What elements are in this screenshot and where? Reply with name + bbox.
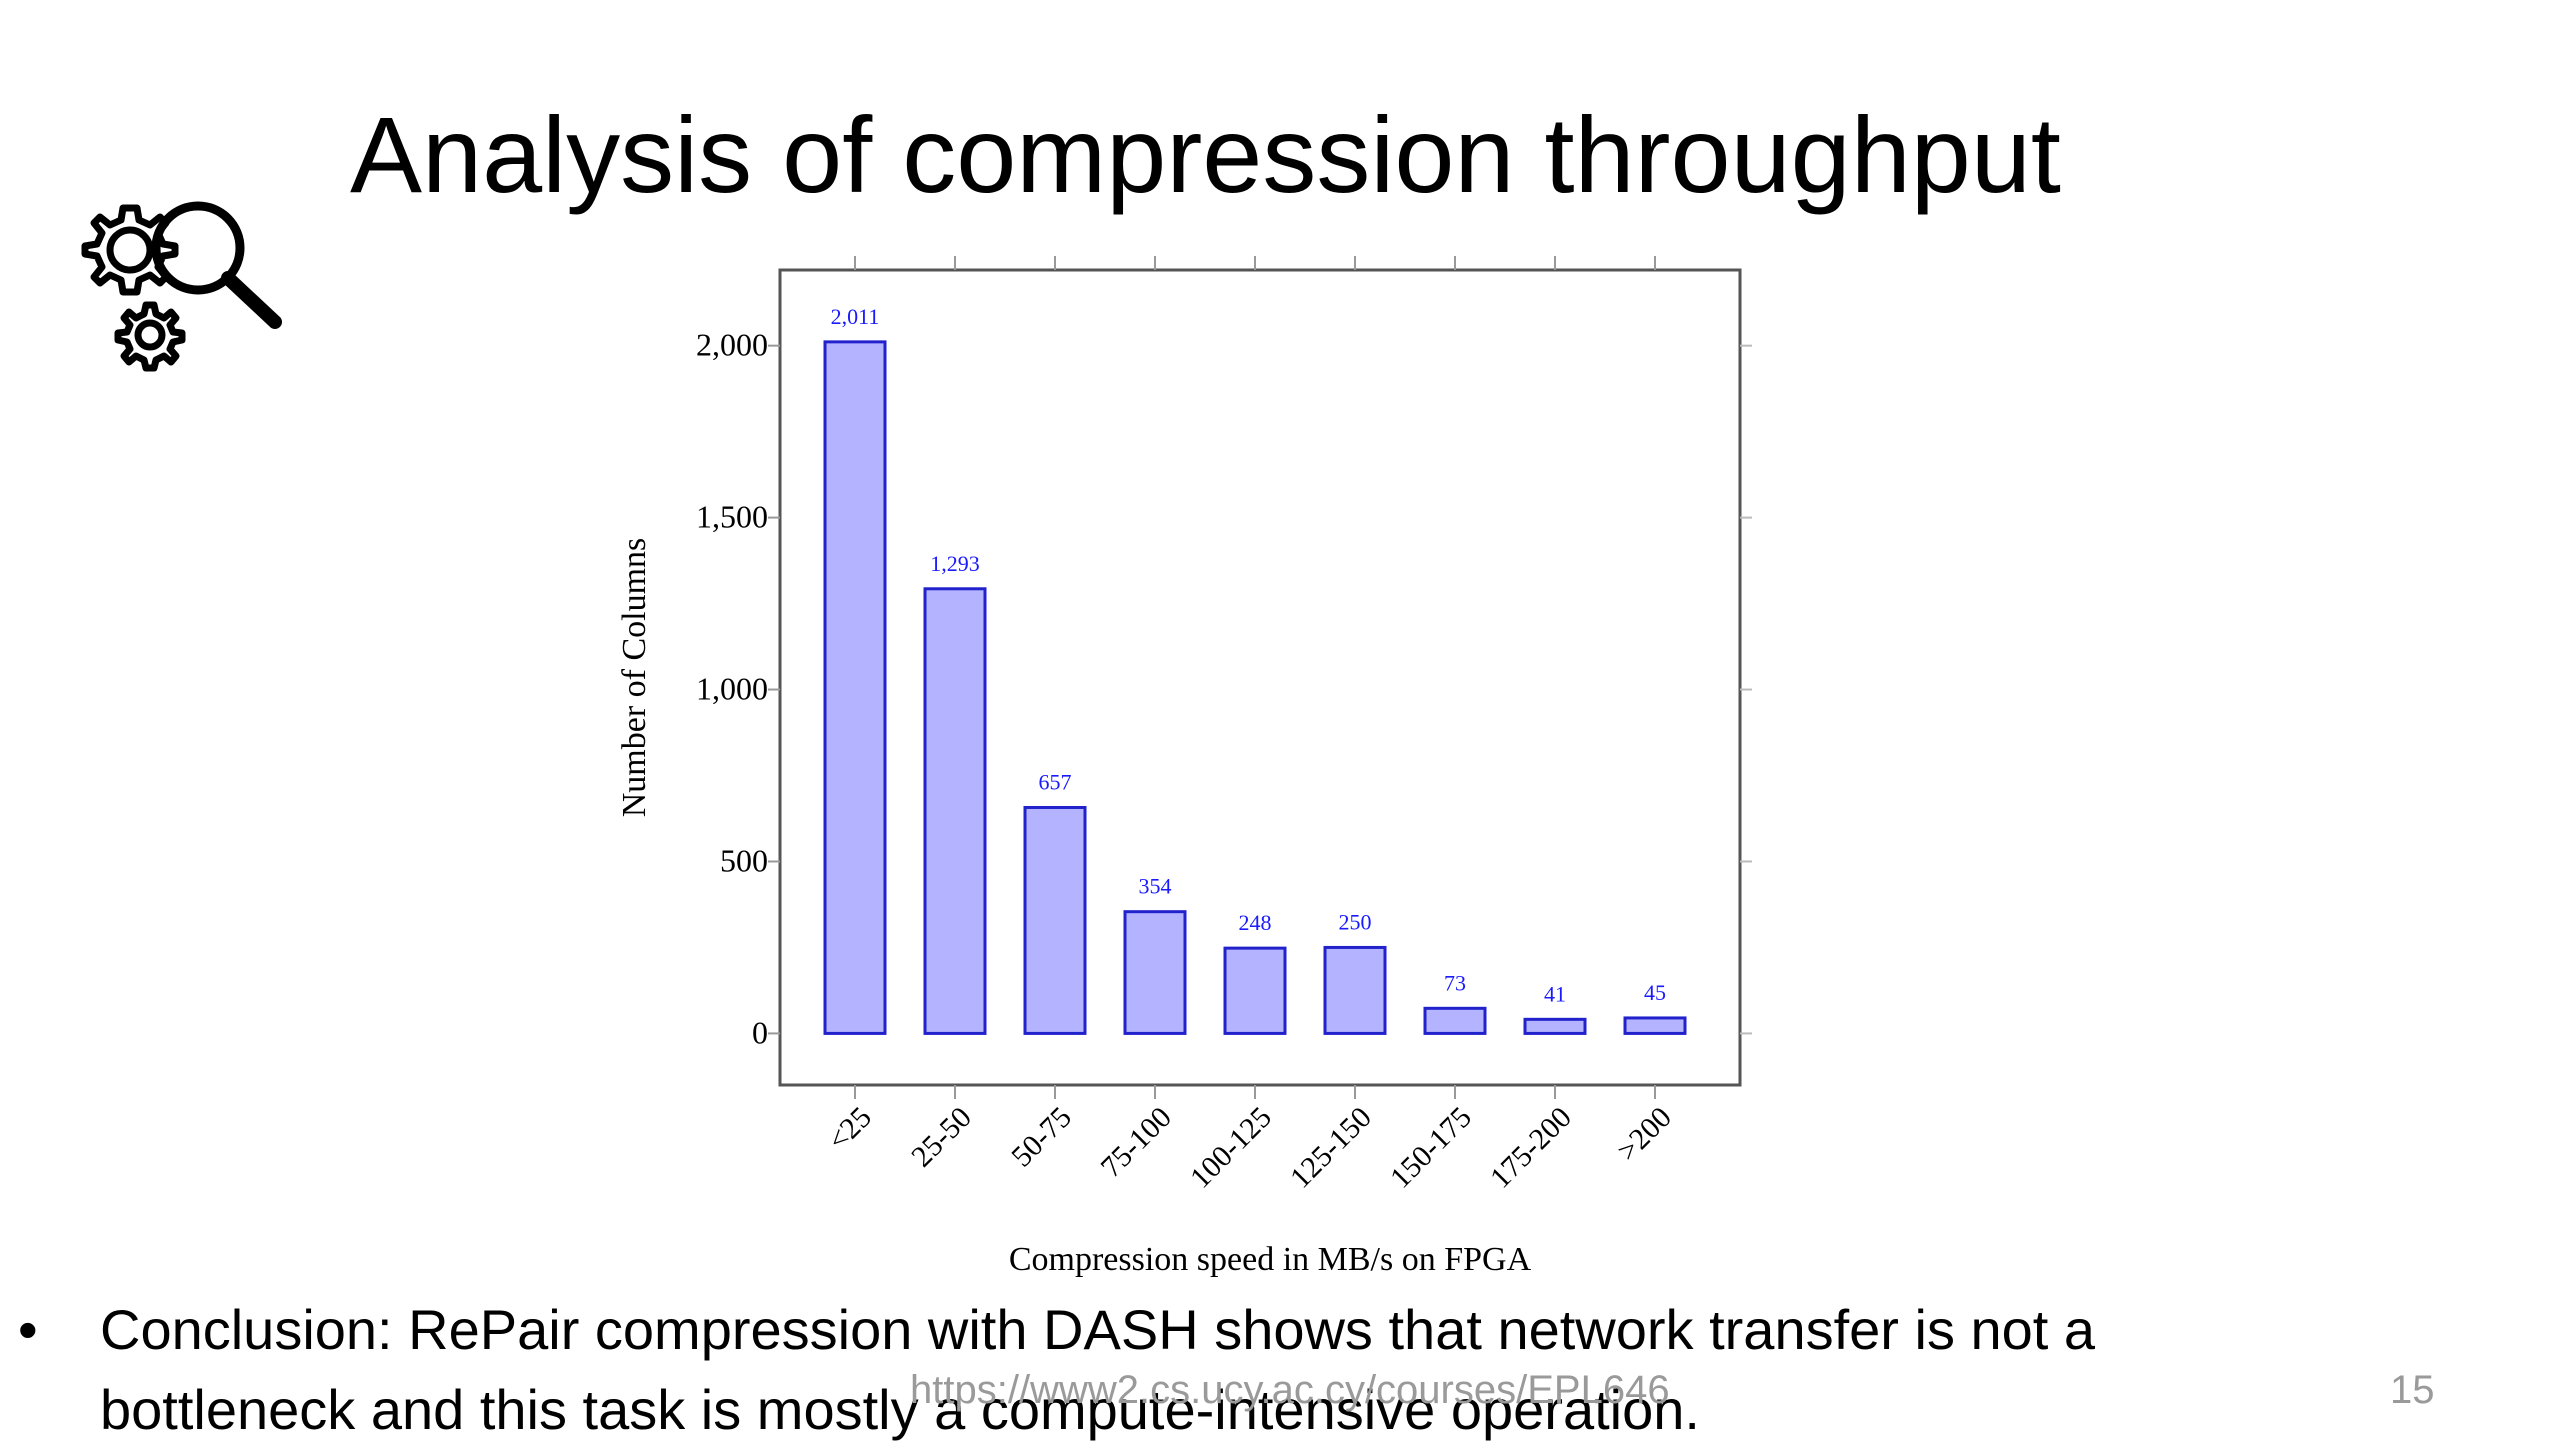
x-tick-label: 150-175 <box>1384 1101 1478 1195</box>
bar-value-label: 2,011 <box>831 304 880 329</box>
bar-chart: 0 500 1,000 1,500 2,000 2,011 1,293 657 354 248 25… <box>616 256 1752 1278</box>
bar-value-label: 657 <box>1039 769 1072 794</box>
x-tick-label: 25-50 <box>905 1101 978 1174</box>
bar <box>1423 1006 1487 1035</box>
x-tick-label: 100-125 <box>1184 1101 1278 1195</box>
bullet-marker: • <box>18 1298 38 1361</box>
x-tick-label: <25 <box>821 1101 878 1158</box>
bar-value-label: 45 <box>1644 980 1666 1005</box>
y-tick-label: 1,000 <box>696 671 768 707</box>
bar-value-label: 41 <box>1544 981 1566 1006</box>
y-axis-title: Number of Columns <box>616 538 653 818</box>
bar-value-label: 1,293 <box>930 551 980 576</box>
bar <box>1223 946 1287 1035</box>
y-tick-label: 500 <box>720 842 768 878</box>
x-tick-label: 125-150 <box>1284 1101 1378 1195</box>
bar-value-label: 354 <box>1139 874 1172 899</box>
conclusion-text: Conclusion: RePair compression with DASH… <box>100 1298 2096 1441</box>
gears-magnifier-icon <box>81 201 282 372</box>
plot-frame <box>778 268 1742 1087</box>
bar <box>1023 805 1087 1035</box>
bar <box>923 587 987 1035</box>
bar <box>1123 910 1187 1035</box>
y-tick-label: 0 <box>752 1014 768 1050</box>
page-number: 15 <box>2390 1368 2435 1412</box>
bar <box>823 340 887 1035</box>
bar <box>1623 1016 1687 1035</box>
slide-title: Analysis of compression throughput <box>350 94 2061 215</box>
x-tick-label: 50-75 <box>1005 1101 1078 1174</box>
x-axis-title: Compression speed in MB/s on FPGA <box>1009 1241 1532 1278</box>
bar-value-label: 250 <box>1339 909 1372 934</box>
y-tick-label: 1,500 <box>696 499 768 535</box>
x-tick-label: 175-200 <box>1484 1101 1578 1195</box>
x-tick-label: 75-100 <box>1095 1101 1178 1184</box>
bar-value-label: 73 <box>1444 970 1466 995</box>
bar-value-label: 248 <box>1239 910 1272 935</box>
bar <box>1323 945 1387 1035</box>
footer-url: https://www2.cs.ucy.ac.cy/courses/EPL646 <box>910 1368 1670 1412</box>
x-tick-label: >200 <box>1611 1101 1678 1168</box>
bar <box>1523 1017 1587 1035</box>
y-tick-label: 2,000 <box>696 327 768 363</box>
